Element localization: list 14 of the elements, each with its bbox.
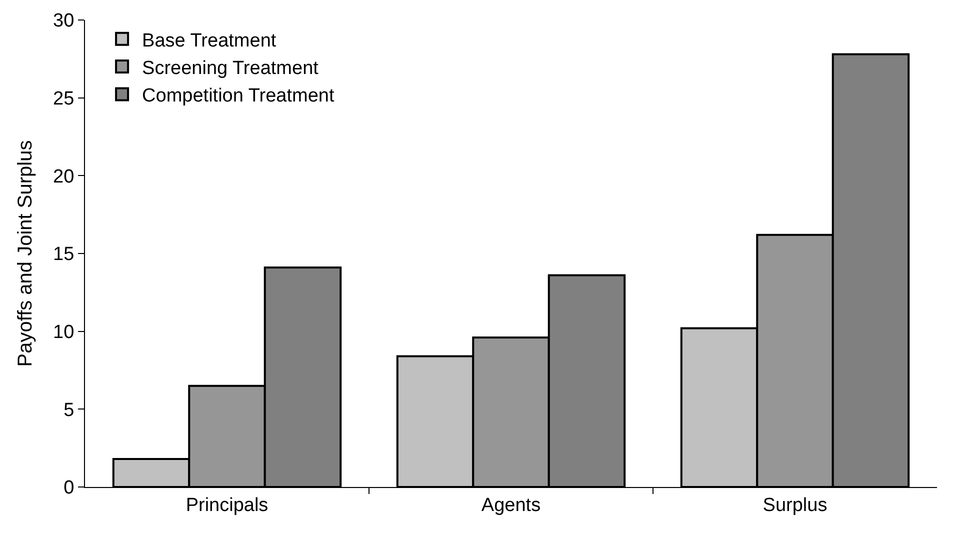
y-tick-label: 0 (64, 478, 74, 499)
y-tick-label: 30 (53, 10, 74, 32)
y-tick-label: 20 (53, 166, 74, 188)
x-tick-label: Agents (481, 494, 541, 516)
y-tick-label: 25 (53, 88, 74, 110)
y-tick-label: 5 (64, 400, 74, 421)
x-tick-label: Principals (186, 494, 268, 516)
legend-label: Base Treatment (142, 30, 277, 52)
y-axis-title: Payoffs and Joint Surplus (14, 140, 37, 367)
legend-label: Screening Treatment (142, 58, 320, 79)
legend-label: Competition Treatment (142, 86, 335, 107)
y-tick-label: 15 (53, 244, 74, 266)
y-tick-label: 10 (53, 322, 74, 343)
x-tick-label: Surplus (762, 494, 828, 516)
